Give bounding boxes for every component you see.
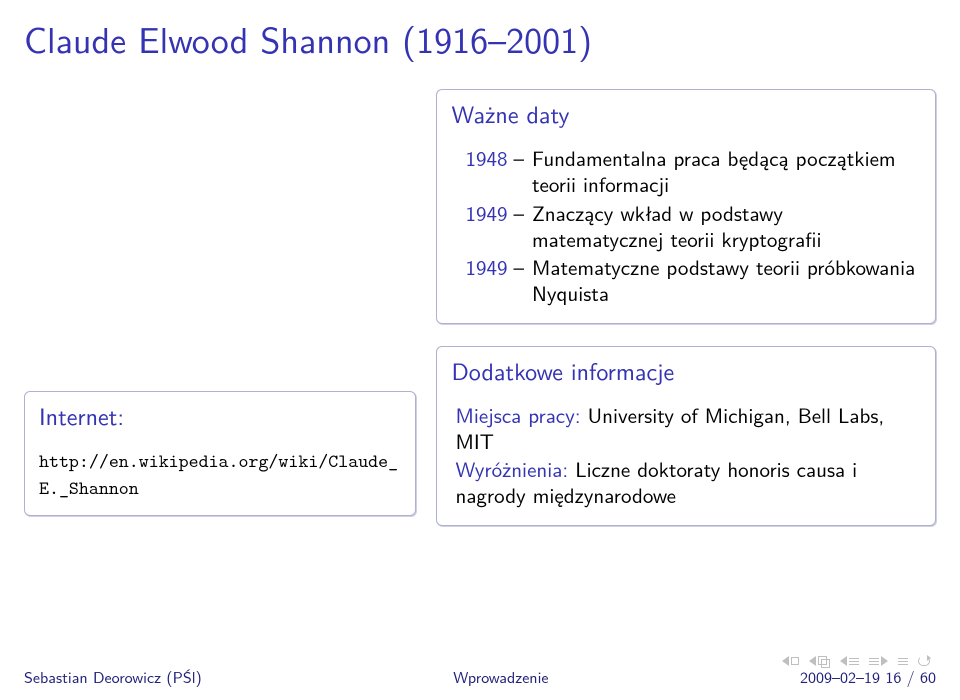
internet-body: http://en.wikipedia.org/wiki/Claude_ E._…: [25, 443, 415, 515]
date-desc: Znaczący wkład w podstawy matematycznej …: [532, 200, 917, 253]
footer-right: 2009–02–19 16 / 60: [800, 665, 936, 688]
extra-row: Wyróżnienia: Liczne doktoraty honoris ca…: [455, 456, 917, 509]
internet-url-line1: http://en.wikipedia.org/wiki/Claude_: [39, 449, 398, 474]
date-row: 1949 – Matematyczne podstawy teorii prób…: [455, 254, 917, 307]
internet-heading: Internet:: [25, 392, 415, 443]
date-year: 1948: [455, 145, 513, 198]
slide-title: Claude Elwood Shannon (1916–2001): [0, 0, 960, 89]
extra-body: Miejsca pracy: University of Michigan, B…: [437, 398, 935, 525]
nav-goto-icon[interactable]: [898, 658, 908, 665]
date-year: 1949: [455, 254, 513, 307]
extra-row: Miejsca pracy: University of Michigan, B…: [455, 402, 917, 455]
footer-left: Sebastian Deorowicz (PŚl): [24, 665, 202, 688]
date-desc: Matematyczne podstawy teorii próbkowania…: [532, 254, 917, 307]
footer-mid: Wprowadzenie: [202, 665, 800, 688]
date-row: 1948 – Fundamentalna praca będącą począt…: [455, 145, 917, 198]
dates-list: 1948 – Fundamentalna praca będącą począt…: [437, 141, 935, 323]
extra-heading: Dodatkowe informacje: [437, 347, 935, 398]
date-desc: Fundamentalna praca będącą początkiem te…: [532, 145, 917, 198]
left-column: Internet: http://en.wikipedia.org/wiki/C…: [24, 89, 416, 526]
slide: Claude Elwood Shannon (1916–2001) Intern…: [0, 0, 960, 700]
dates-heading: Ważne daty: [437, 90, 935, 141]
date-row: 1949 – Znaczący wkład w podstawy matemat…: [455, 200, 917, 253]
internet-url-line2: E._Shannon: [39, 476, 139, 501]
date-year: 1949: [455, 200, 513, 253]
right-column: Ważne daty 1948 – Fundamentalna praca bę…: [436, 89, 936, 526]
footer: Sebastian Deorowicz (PŚl) Wprowadzenie 2…: [24, 665, 936, 688]
extra-block: Dodatkowe informacje Miejsca pracy: Univ…: [436, 346, 936, 526]
date-dash: –: [513, 145, 532, 198]
date-dash: –: [513, 200, 532, 253]
content-row: Internet: http://en.wikipedia.org/wiki/C…: [0, 89, 960, 526]
dates-block: Ważne daty 1948 – Fundamentalna praca bę…: [436, 89, 936, 324]
internet-block: Internet: http://en.wikipedia.org/wiki/C…: [24, 391, 416, 516]
date-dash: –: [513, 254, 532, 307]
